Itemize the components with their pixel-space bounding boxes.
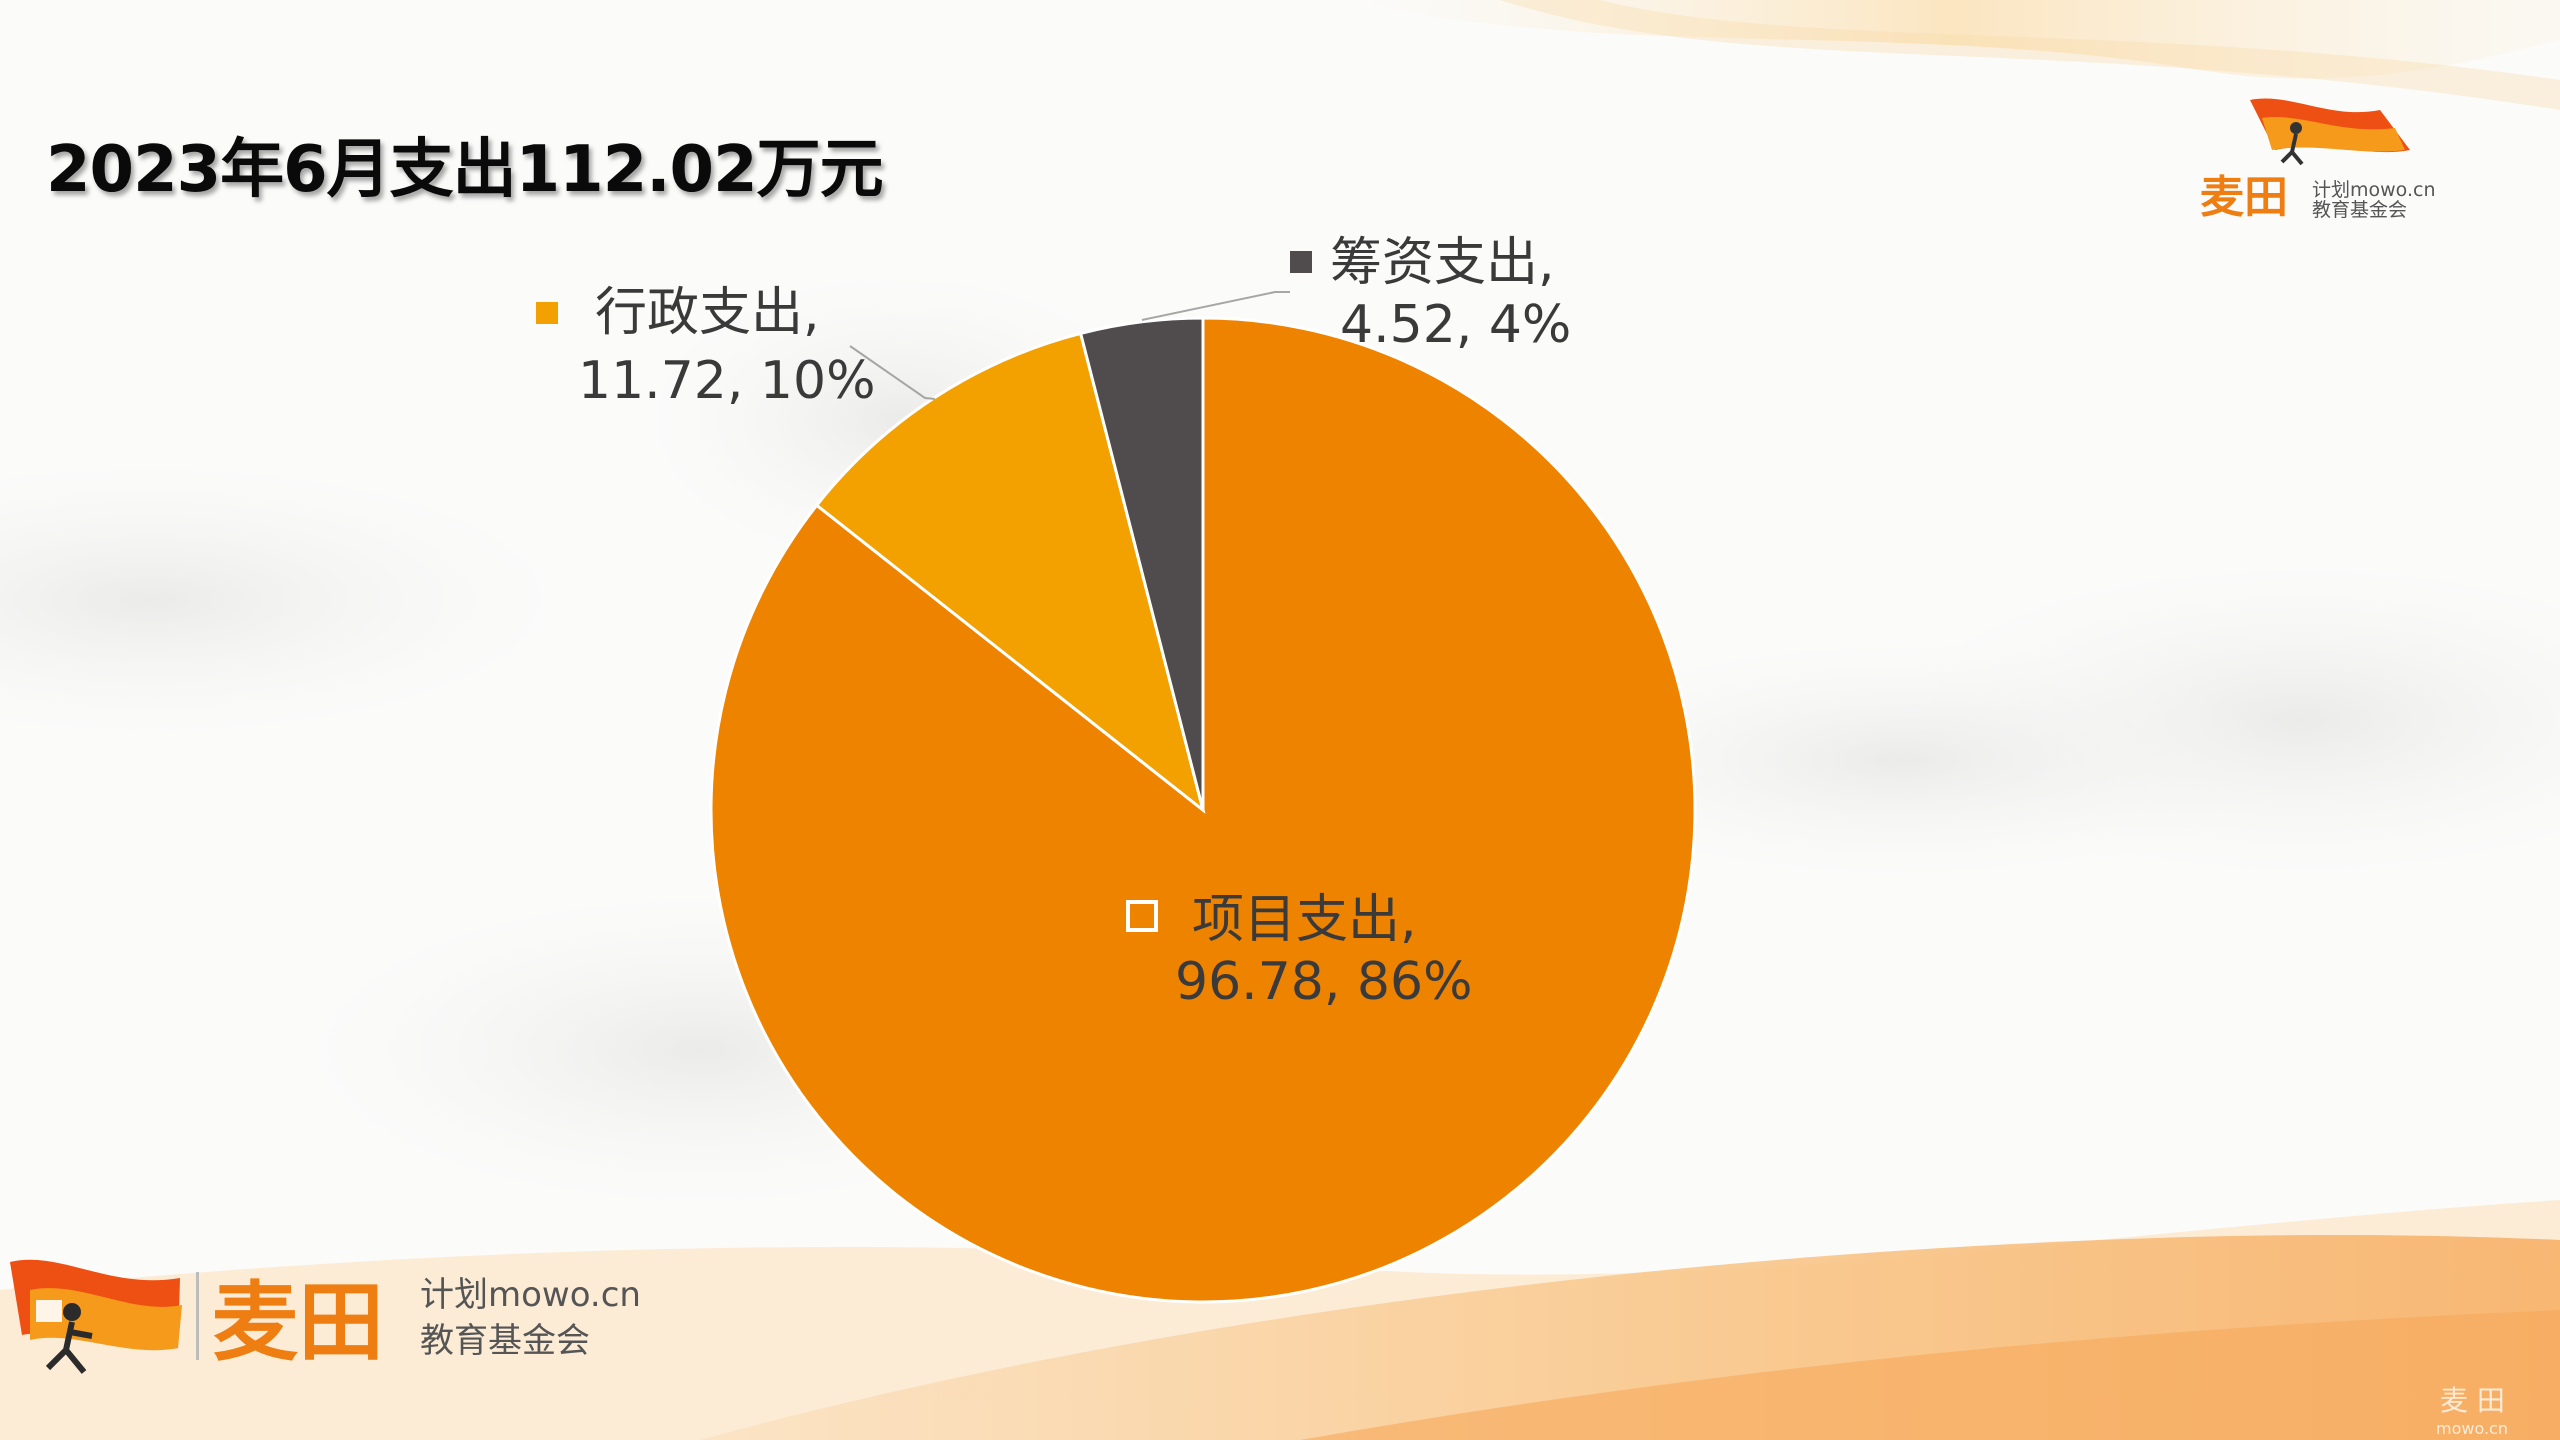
legend-marker-project [1126,900,1158,932]
logo-top-plan: 计划mowo.cn [2312,179,2436,201]
watermark: 麦 田 mowo.cn [2436,1384,2508,1438]
label-project-value: 96.78, 86% [1175,952,1473,1012]
leader-line-fundraising [1141,291,1290,321]
logo-bottom-left: 麦田 计划mowo.cn 教育基金会 [10,1259,641,1374]
runner-icon [2290,122,2302,134]
logo-bottom-name: 麦田 [212,1273,384,1373]
pie-slice-admin [814,331,1206,814]
label-admin-name: 行政支出, [595,283,820,343]
logo-top-right: 麦田 计划mowo.cn 教育基金会 [2200,98,2436,223]
logo-bottom-plan: 计划mowo.cn [420,1275,641,1315]
watermark-url: mowo.cn [2436,1419,2508,1438]
legend-marker-admin [536,302,558,324]
label-project: 项目支出, 96.78, 86% [1126,890,1473,1012]
watermark-name: 麦 田 [2440,1384,2505,1417]
label-project-name: 项目支出, [1192,890,1417,950]
logo-top-foundation: 教育基金会 [2312,199,2407,221]
logo-bottom-foundation: 教育基金会 [420,1321,590,1361]
label-fundraising: 筹资支出, 4.52, 4% [1290,233,1571,355]
label-fundraising-value: 4.52, 4% [1340,295,1571,355]
legend-marker-fundraising [1290,251,1312,273]
pie-slices [709,316,1697,1304]
label-admin-value: 11.72, 10% [578,351,876,411]
runner-icon [63,1303,81,1321]
page-title: 2023年6月支出112.02万元 [46,133,884,207]
label-admin: 行政支出, 11.72, 10% [536,283,876,411]
leader-line-admin [849,345,936,400]
pie-slice-fundraising [1078,316,1205,811]
label-fundraising-name: 筹资支出, [1330,233,1555,293]
logo-top-name: 麦田 [2200,172,2288,223]
